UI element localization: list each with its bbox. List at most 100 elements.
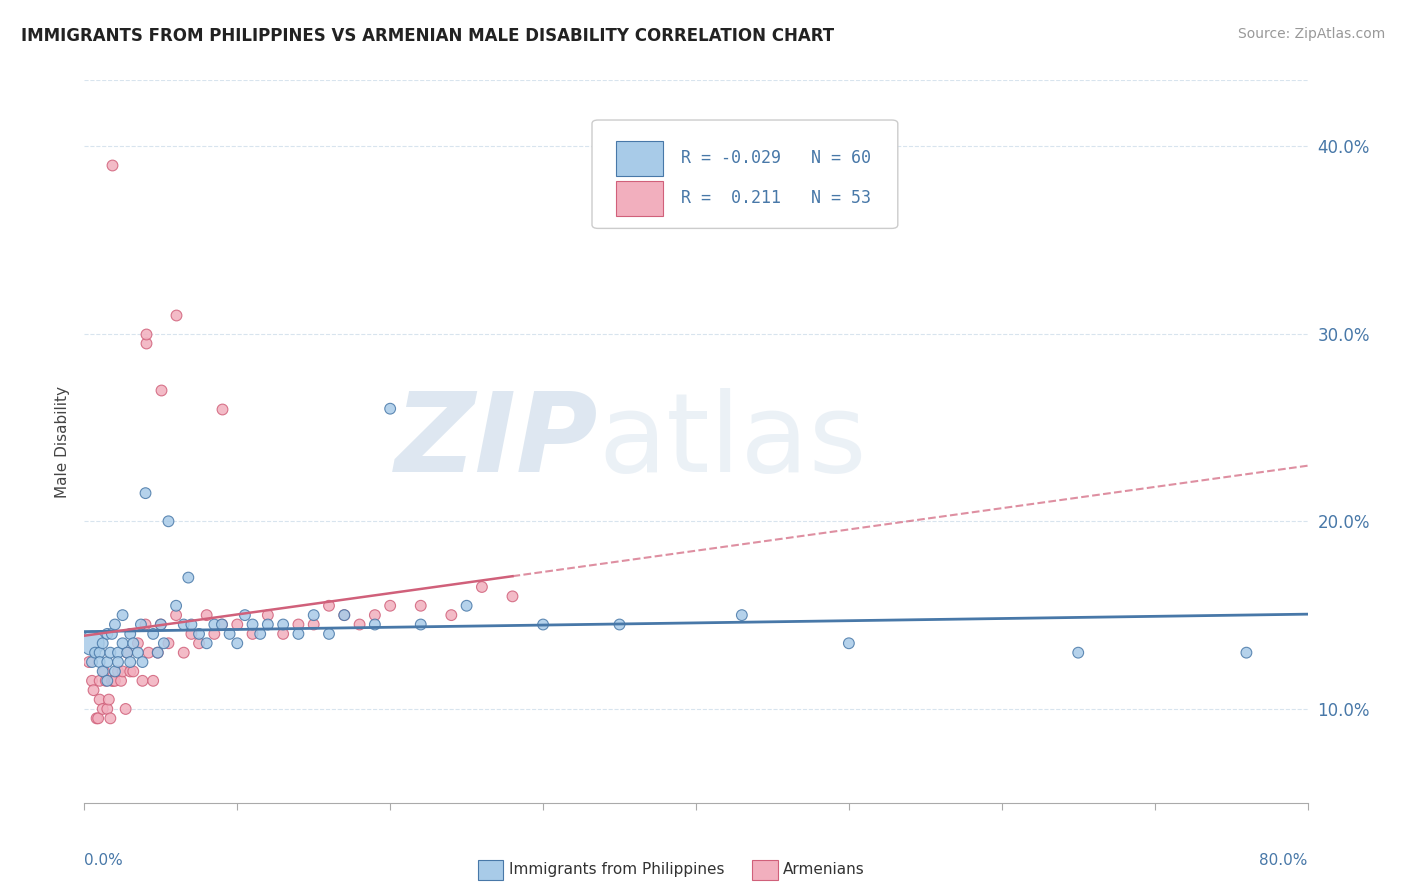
Point <box>149 383 172 397</box>
Point <box>456 599 478 613</box>
Point <box>226 617 249 632</box>
Point <box>127 646 149 660</box>
Point <box>257 617 280 632</box>
Text: Immigrants from Philippines: Immigrants from Philippines <box>509 863 724 877</box>
Point <box>93 665 115 679</box>
Point <box>409 599 432 613</box>
Point <box>1236 646 1258 660</box>
Point <box>115 646 138 660</box>
Point <box>218 627 240 641</box>
Point <box>101 627 124 641</box>
Y-axis label: Male Disability: Male Disability <box>55 385 70 498</box>
Point <box>96 673 118 688</box>
Point <box>242 617 264 632</box>
Point <box>287 627 309 641</box>
Text: atlas: atlas <box>598 388 866 495</box>
Point <box>211 401 233 416</box>
Point <box>83 683 105 698</box>
Point <box>149 617 172 632</box>
Point <box>131 655 153 669</box>
Point <box>103 673 125 688</box>
Point <box>531 617 554 632</box>
Point <box>364 617 387 632</box>
Point <box>409 617 432 632</box>
Point <box>188 627 211 641</box>
Point <box>87 711 110 725</box>
Point <box>177 571 200 585</box>
Point <box>380 599 402 613</box>
Point <box>157 636 180 650</box>
Point <box>96 702 118 716</box>
Point <box>104 617 127 632</box>
Point <box>131 673 153 688</box>
Point <box>77 655 100 669</box>
Point <box>271 627 294 641</box>
Point <box>142 673 165 688</box>
Point <box>120 655 142 669</box>
Point <box>440 608 463 623</box>
Point <box>91 702 114 716</box>
Point <box>349 617 371 632</box>
Point <box>96 655 118 669</box>
Point <box>211 617 233 632</box>
Point <box>249 627 271 641</box>
Point <box>173 646 195 660</box>
Point <box>202 617 225 632</box>
Point <box>146 646 169 660</box>
Point <box>318 627 340 641</box>
Point <box>80 636 103 650</box>
Point <box>107 655 129 669</box>
Point <box>195 636 218 650</box>
FancyBboxPatch shape <box>616 141 664 176</box>
Point <box>120 665 142 679</box>
Point <box>188 636 211 650</box>
Point <box>157 514 180 528</box>
Point <box>333 608 356 623</box>
Point <box>129 617 152 632</box>
Text: 0.0%: 0.0% <box>84 854 124 869</box>
Point <box>98 646 121 660</box>
Point <box>135 326 157 341</box>
Point <box>142 627 165 641</box>
Point <box>153 636 176 650</box>
Point <box>731 608 754 623</box>
Text: IMMIGRANTS FROM PHILIPPINES VS ARMENIAN MALE DISABILITY CORRELATION CHART: IMMIGRANTS FROM PHILIPPINES VS ARMENIAN … <box>21 27 834 45</box>
Point <box>165 608 187 623</box>
FancyBboxPatch shape <box>592 120 898 228</box>
Point <box>135 486 157 500</box>
Point <box>180 627 202 641</box>
Point <box>211 617 233 632</box>
Point <box>97 692 120 706</box>
Point <box>302 608 325 623</box>
Text: 80.0%: 80.0% <box>1260 854 1308 869</box>
Text: Armenians: Armenians <box>783 863 865 877</box>
Point <box>107 646 129 660</box>
Point <box>226 636 249 650</box>
Point <box>101 158 124 172</box>
Text: R =  0.211   N = 53: R = 0.211 N = 53 <box>682 189 872 207</box>
Point <box>91 665 114 679</box>
Point <box>364 608 387 623</box>
Point <box>257 608 280 623</box>
Point <box>80 673 103 688</box>
Point <box>502 590 524 604</box>
Point <box>84 646 107 660</box>
Point <box>94 673 117 688</box>
Point <box>165 599 187 613</box>
Point <box>180 617 202 632</box>
Point <box>111 636 134 650</box>
Point <box>271 617 294 632</box>
Point <box>149 617 172 632</box>
Point <box>89 646 111 660</box>
Point <box>127 636 149 650</box>
Point <box>91 636 114 650</box>
Point <box>302 617 325 632</box>
Point <box>609 617 631 632</box>
Text: Source: ZipAtlas.com: Source: ZipAtlas.com <box>1237 27 1385 41</box>
Text: ZIP: ZIP <box>395 388 598 495</box>
Point <box>242 627 264 641</box>
Point <box>122 636 145 650</box>
Point <box>1067 646 1090 660</box>
Point <box>89 673 111 688</box>
Text: R = -0.029   N = 60: R = -0.029 N = 60 <box>682 149 872 167</box>
